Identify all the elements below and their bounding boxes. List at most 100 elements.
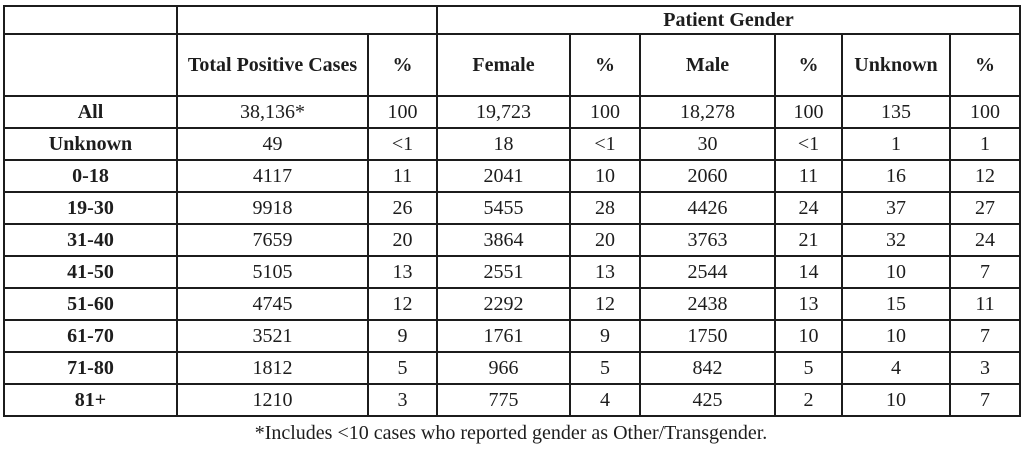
data-cell: 2 [774, 383, 843, 417]
row-label-cell: All [3, 95, 178, 129]
data-cell: 49 [176, 127, 369, 161]
data-cell: 28 [569, 191, 641, 225]
data-cell: 24 [774, 191, 843, 225]
data-cell: <1 [774, 127, 843, 161]
data-cell: 9 [569, 319, 641, 353]
data-cell: 12 [948, 159, 1022, 193]
data-cell: 966 [436, 351, 571, 385]
data-cell: 14 [774, 255, 843, 289]
table-footnote: *Includes <10 cases who reported gender … [254, 422, 768, 444]
data-cell: 27 [948, 191, 1022, 225]
data-cell: 10 [569, 159, 641, 193]
data-cell: 2551 [436, 255, 571, 289]
column-header-unknown: Unknown [841, 33, 951, 97]
data-cell: 5455 [436, 191, 571, 225]
data-cell: 7659 [176, 223, 369, 257]
data-cell: 2292 [436, 287, 571, 321]
column-header-unknown-pct: % [948, 33, 1022, 97]
data-cell: 19,723 [436, 95, 571, 129]
data-cell: 4117 [176, 159, 369, 193]
patient-gender-group-header: Patient Gender [435, 5, 1022, 35]
data-cell: 842 [639, 351, 776, 385]
data-cell: 2060 [639, 159, 776, 193]
data-cell: 2041 [436, 159, 571, 193]
data-cell: 32 [841, 223, 951, 257]
data-cell: 1 [948, 127, 1022, 161]
data-cell: 18 [436, 127, 571, 161]
row-label-cell: 31-40 [3, 223, 178, 257]
total-group-empty-cell [176, 5, 438, 35]
data-cell: 12 [367, 287, 438, 321]
data-cell: <1 [569, 127, 641, 161]
data-cell: 3521 [176, 319, 369, 353]
data-cell: 100 [367, 95, 438, 129]
data-cell: 20 [367, 223, 438, 257]
data-cell: 10 [841, 383, 951, 417]
column-header-row: Total Positive Cases % Female % Male % U… [3, 33, 1022, 97]
data-cell: 100 [569, 95, 641, 129]
data-cell: 4 [841, 351, 951, 385]
data-cell: 3 [367, 383, 438, 417]
column-header-age [3, 33, 178, 97]
data-cell: 20 [569, 223, 641, 257]
data-cell: 1750 [639, 319, 776, 353]
data-cell: 4 [569, 383, 641, 417]
table-row-81plus: 81+ 1210 3 775 4 425 2 10 7 [3, 383, 1022, 417]
data-cell: 11 [774, 159, 843, 193]
data-cell: 100 [948, 95, 1022, 129]
data-cell: 18,278 [639, 95, 776, 129]
row-label-cell: 0-18 [3, 159, 178, 193]
data-cell: 9 [367, 319, 438, 353]
data-cell: 37 [841, 191, 951, 225]
data-cell: 30 [639, 127, 776, 161]
data-cell: 5 [569, 351, 641, 385]
data-cell: 2544 [639, 255, 776, 289]
data-cell: 775 [436, 383, 571, 417]
data-cell: 7 [948, 255, 1022, 289]
data-cell: 4426 [639, 191, 776, 225]
data-cell: 2438 [639, 287, 776, 321]
column-header-male: Male [639, 33, 776, 97]
table-row-19-30: 19-30 9918 26 5455 28 4426 24 37 27 [3, 191, 1022, 225]
data-cell: 7 [948, 383, 1022, 417]
table-row-71-80: 71-80 1812 5 966 5 842 5 4 3 [3, 351, 1022, 385]
data-cell: 26 [367, 191, 438, 225]
data-cell: 9918 [176, 191, 369, 225]
data-cell: 7 [948, 319, 1022, 353]
data-cell: 5105 [176, 255, 369, 289]
data-cell: 15 [841, 287, 951, 321]
data-cell: <1 [367, 127, 438, 161]
row-label-cell: 51-60 [3, 287, 178, 321]
table-row-31-40: 31-40 7659 20 3864 20 3763 21 32 24 [3, 223, 1022, 257]
data-cell: 1761 [436, 319, 571, 353]
data-cell: 38,136* [176, 95, 369, 129]
column-header-female-pct: % [569, 33, 641, 97]
data-cell: 4745 [176, 287, 369, 321]
table-row-61-70: 61-70 3521 9 1761 9 1750 10 10 7 [3, 319, 1022, 353]
data-cell: 10 [774, 319, 843, 353]
data-cell: 11 [367, 159, 438, 193]
table-row-0-18: 0-18 4117 11 2041 10 2060 11 16 12 [3, 159, 1022, 193]
data-cell: 13 [569, 255, 641, 289]
data-cell: 5 [367, 351, 438, 385]
data-cell: 1 [841, 127, 951, 161]
data-cell: 10 [841, 319, 951, 353]
table-row-41-50: 41-50 5105 13 2551 13 2544 14 10 7 [3, 255, 1022, 289]
corner-empty-cell [3, 5, 178, 35]
patient-gender-table: Patient Gender Total Positive Cases % Fe… [3, 5, 1022, 417]
data-cell: 13 [774, 287, 843, 321]
row-label-cell: 41-50 [3, 255, 178, 289]
data-cell: 24 [948, 223, 1022, 257]
data-cell: 1210 [176, 383, 369, 417]
data-cell: 5 [774, 351, 843, 385]
row-label-cell: Unknown [3, 127, 178, 161]
data-cell: 21 [774, 223, 843, 257]
row-label-cell: 81+ [3, 383, 178, 417]
data-cell: 10 [841, 255, 951, 289]
column-header-total-positive-cases: Total Positive Cases [176, 33, 369, 97]
data-cell: 425 [639, 383, 776, 417]
table-row-all: All 38,136* 100 19,723 100 18,278 100 13… [3, 95, 1022, 129]
data-cell: 3763 [639, 223, 776, 257]
row-label-cell: 19-30 [3, 191, 178, 225]
data-cell: 12 [569, 287, 641, 321]
